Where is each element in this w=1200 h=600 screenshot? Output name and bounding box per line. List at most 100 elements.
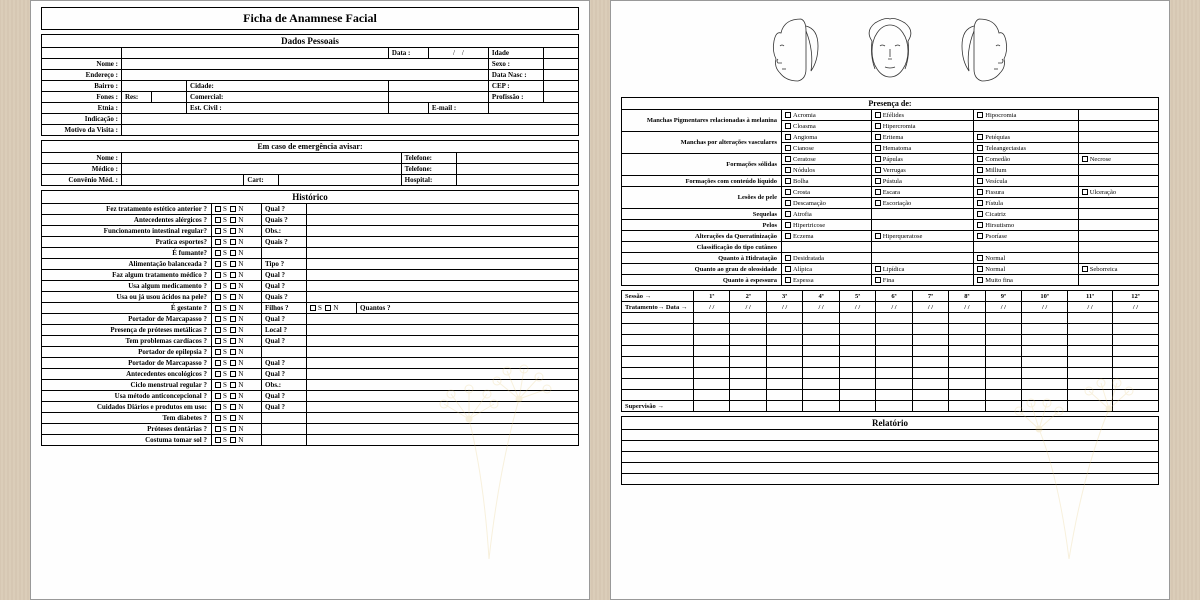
checkbox[interactable] bbox=[785, 266, 791, 272]
checkbox-n[interactable] bbox=[230, 217, 236, 223]
checkbox-s[interactable] bbox=[215, 261, 221, 267]
sessao-cell[interactable] bbox=[876, 401, 912, 412]
checkbox-n[interactable] bbox=[325, 305, 331, 311]
sessao-cell[interactable] bbox=[985, 390, 1021, 401]
sessao-cell[interactable] bbox=[949, 368, 985, 379]
sessao-cell[interactable] bbox=[839, 379, 875, 390]
checkbox[interactable] bbox=[875, 233, 881, 239]
checkbox[interactable] bbox=[785, 145, 791, 151]
sessao-date[interactable]: / / bbox=[912, 302, 948, 313]
checkbox-n[interactable] bbox=[230, 349, 236, 355]
field-emerg-convenio[interactable] bbox=[122, 175, 244, 186]
hist-answer[interactable] bbox=[307, 292, 579, 303]
presenca-option[interactable]: Ulceração bbox=[1078, 187, 1158, 198]
presenca-option[interactable]: Millium bbox=[974, 165, 1078, 176]
hist-answer[interactable] bbox=[307, 358, 579, 369]
field-sexo[interactable] bbox=[543, 59, 578, 70]
sessao-cell[interactable] bbox=[766, 313, 802, 324]
presenca-option[interactable]: Escoriação bbox=[871, 198, 974, 209]
presenca-option[interactable]: Atrofia bbox=[782, 209, 872, 220]
sessao-cell[interactable] bbox=[766, 346, 802, 357]
sessao-cell[interactable] bbox=[949, 401, 985, 412]
presenca-option[interactable]: Hipocromia bbox=[974, 110, 1078, 121]
presenca-option[interactable]: Cloasma bbox=[782, 121, 872, 132]
sessao-cell[interactable] bbox=[985, 368, 1021, 379]
checkbox-s[interactable] bbox=[215, 437, 221, 443]
sessao-cell[interactable] bbox=[839, 368, 875, 379]
checkbox-n[interactable] bbox=[230, 360, 236, 366]
sessao-cell[interactable] bbox=[876, 390, 912, 401]
presenca-option[interactable]: Pústula bbox=[871, 176, 974, 187]
checkbox-n[interactable] bbox=[230, 437, 236, 443]
checkbox-s[interactable] bbox=[215, 272, 221, 278]
sessao-cell[interactable] bbox=[949, 324, 985, 335]
checkbox-s[interactable] bbox=[215, 404, 221, 410]
sessao-cell[interactable] bbox=[803, 390, 839, 401]
checkbox-s[interactable] bbox=[215, 228, 221, 234]
sessao-date[interactable]: / / bbox=[694, 302, 730, 313]
presenca-option[interactable]: Ceratose bbox=[782, 154, 872, 165]
presenca-option[interactable]: Hipertricose bbox=[782, 220, 872, 231]
checkbox[interactable] bbox=[977, 277, 983, 283]
sessao-cell[interactable] bbox=[1068, 324, 1113, 335]
presenca-option[interactable]: Eczema bbox=[782, 231, 872, 242]
sessao-cell[interactable] bbox=[1112, 368, 1158, 379]
checkbox-s[interactable] bbox=[215, 360, 221, 366]
field-emerg-hospital[interactable] bbox=[456, 175, 578, 186]
presenca-option[interactable]: Cicatriz bbox=[974, 209, 1078, 220]
sessao-date[interactable]: / / bbox=[949, 302, 985, 313]
checkbox-n[interactable] bbox=[230, 338, 236, 344]
checkbox-s[interactable] bbox=[215, 426, 221, 432]
sessao-cell[interactable] bbox=[803, 368, 839, 379]
checkbox-n[interactable] bbox=[230, 250, 236, 256]
field-etnia[interactable] bbox=[122, 103, 187, 114]
sessao-cell[interactable] bbox=[912, 379, 948, 390]
presenca-option[interactable]: Necrose bbox=[1078, 154, 1158, 165]
sessao-cell[interactable] bbox=[985, 313, 1021, 324]
presenca-option[interactable]: Verrugas bbox=[871, 165, 974, 176]
sessao-cell[interactable] bbox=[803, 335, 839, 346]
checkbox[interactable] bbox=[977, 211, 983, 217]
hist-answer[interactable] bbox=[307, 369, 579, 380]
checkbox-s[interactable] bbox=[215, 327, 221, 333]
presenca-option[interactable]: Hiperqueratose bbox=[871, 231, 974, 242]
sessao-cell[interactable] bbox=[730, 379, 766, 390]
sessao-cell[interactable] bbox=[839, 335, 875, 346]
checkbox-n[interactable] bbox=[230, 305, 236, 311]
checkbox[interactable] bbox=[977, 200, 983, 206]
sessao-cell[interactable] bbox=[876, 368, 912, 379]
sessao-cell[interactable] bbox=[1068, 390, 1113, 401]
checkbox[interactable] bbox=[875, 178, 881, 184]
checkbox-s[interactable] bbox=[215, 393, 221, 399]
presenca-option[interactable]: Petéquias bbox=[974, 132, 1078, 143]
checkbox[interactable] bbox=[977, 156, 983, 162]
sessao-cell[interactable] bbox=[949, 390, 985, 401]
presenca-option[interactable]: Desidratada bbox=[782, 253, 872, 264]
checkbox[interactable] bbox=[977, 266, 983, 272]
sessao-cell[interactable] bbox=[839, 401, 875, 412]
sessao-date[interactable]: / / bbox=[839, 302, 875, 313]
relatorio-line[interactable] bbox=[622, 463, 1159, 474]
hist-answer[interactable] bbox=[307, 270, 579, 281]
checkbox-s[interactable] bbox=[215, 338, 221, 344]
checkbox[interactable] bbox=[875, 134, 881, 140]
checkbox[interactable] bbox=[785, 134, 791, 140]
sessao-cell[interactable] bbox=[803, 401, 839, 412]
hist-answer[interactable] bbox=[307, 259, 579, 270]
sessao-cell[interactable] bbox=[1022, 346, 1068, 357]
checkbox[interactable] bbox=[977, 178, 983, 184]
sessao-cell[interactable] bbox=[766, 390, 802, 401]
field-profissao[interactable] bbox=[543, 92, 578, 103]
sessao-cell[interactable] bbox=[1068, 335, 1113, 346]
field-bairro[interactable] bbox=[122, 81, 187, 92]
checkbox[interactable] bbox=[1082, 156, 1088, 162]
sessao-cell[interactable] bbox=[1112, 379, 1158, 390]
hist-answer[interactable] bbox=[307, 413, 579, 424]
checkbox[interactable] bbox=[875, 189, 881, 195]
checkbox[interactable] bbox=[977, 112, 983, 118]
sessao-cell[interactable] bbox=[1022, 335, 1068, 346]
sessao-cell[interactable] bbox=[912, 324, 948, 335]
checkbox-s[interactable] bbox=[215, 415, 221, 421]
presenca-option[interactable]: Angioma bbox=[782, 132, 872, 143]
sessao-cell[interactable] bbox=[694, 324, 730, 335]
